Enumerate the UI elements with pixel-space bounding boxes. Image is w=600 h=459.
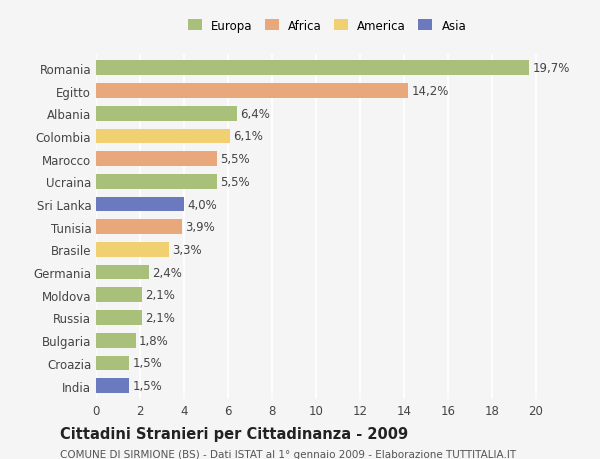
Text: 2,1%: 2,1% (146, 311, 175, 324)
Text: 6,4%: 6,4% (240, 107, 270, 120)
Bar (96, 174, 217, 189)
Text: 5,5%: 5,5% (220, 153, 250, 166)
Bar (96, 220, 182, 235)
Bar (96, 333, 136, 348)
Bar (96, 84, 409, 99)
Bar (96, 129, 230, 144)
Text: COMUNE DI SIRMIONE (BS) - Dati ISTAT al 1° gennaio 2009 - Elaborazione TUTTITALI: COMUNE DI SIRMIONE (BS) - Dati ISTAT al … (60, 449, 516, 459)
Text: Cittadini Stranieri per Cittadinanza - 2009: Cittadini Stranieri per Cittadinanza - 2… (60, 425, 408, 441)
Bar (96, 310, 142, 325)
Bar (96, 242, 169, 257)
Bar (96, 62, 529, 76)
Text: 4,0%: 4,0% (187, 198, 217, 211)
Bar (96, 265, 149, 280)
Text: 1,8%: 1,8% (139, 334, 169, 347)
Bar (96, 197, 184, 212)
Bar (96, 356, 129, 370)
Bar (96, 106, 237, 121)
Text: 3,9%: 3,9% (185, 221, 215, 234)
Text: 5,5%: 5,5% (220, 175, 250, 188)
Bar (96, 152, 217, 167)
Text: 2,1%: 2,1% (146, 289, 175, 302)
Bar (96, 288, 142, 302)
Text: 3,3%: 3,3% (172, 243, 202, 256)
Text: 6,1%: 6,1% (233, 130, 263, 143)
Legend: Europa, Africa, America, Asia: Europa, Africa, America, Asia (184, 16, 470, 36)
Text: 1,5%: 1,5% (133, 379, 162, 392)
Bar (96, 378, 129, 393)
Text: 1,5%: 1,5% (133, 357, 162, 369)
Text: 2,4%: 2,4% (152, 266, 182, 279)
Text: 19,7%: 19,7% (533, 62, 570, 75)
Text: 14,2%: 14,2% (412, 85, 449, 98)
